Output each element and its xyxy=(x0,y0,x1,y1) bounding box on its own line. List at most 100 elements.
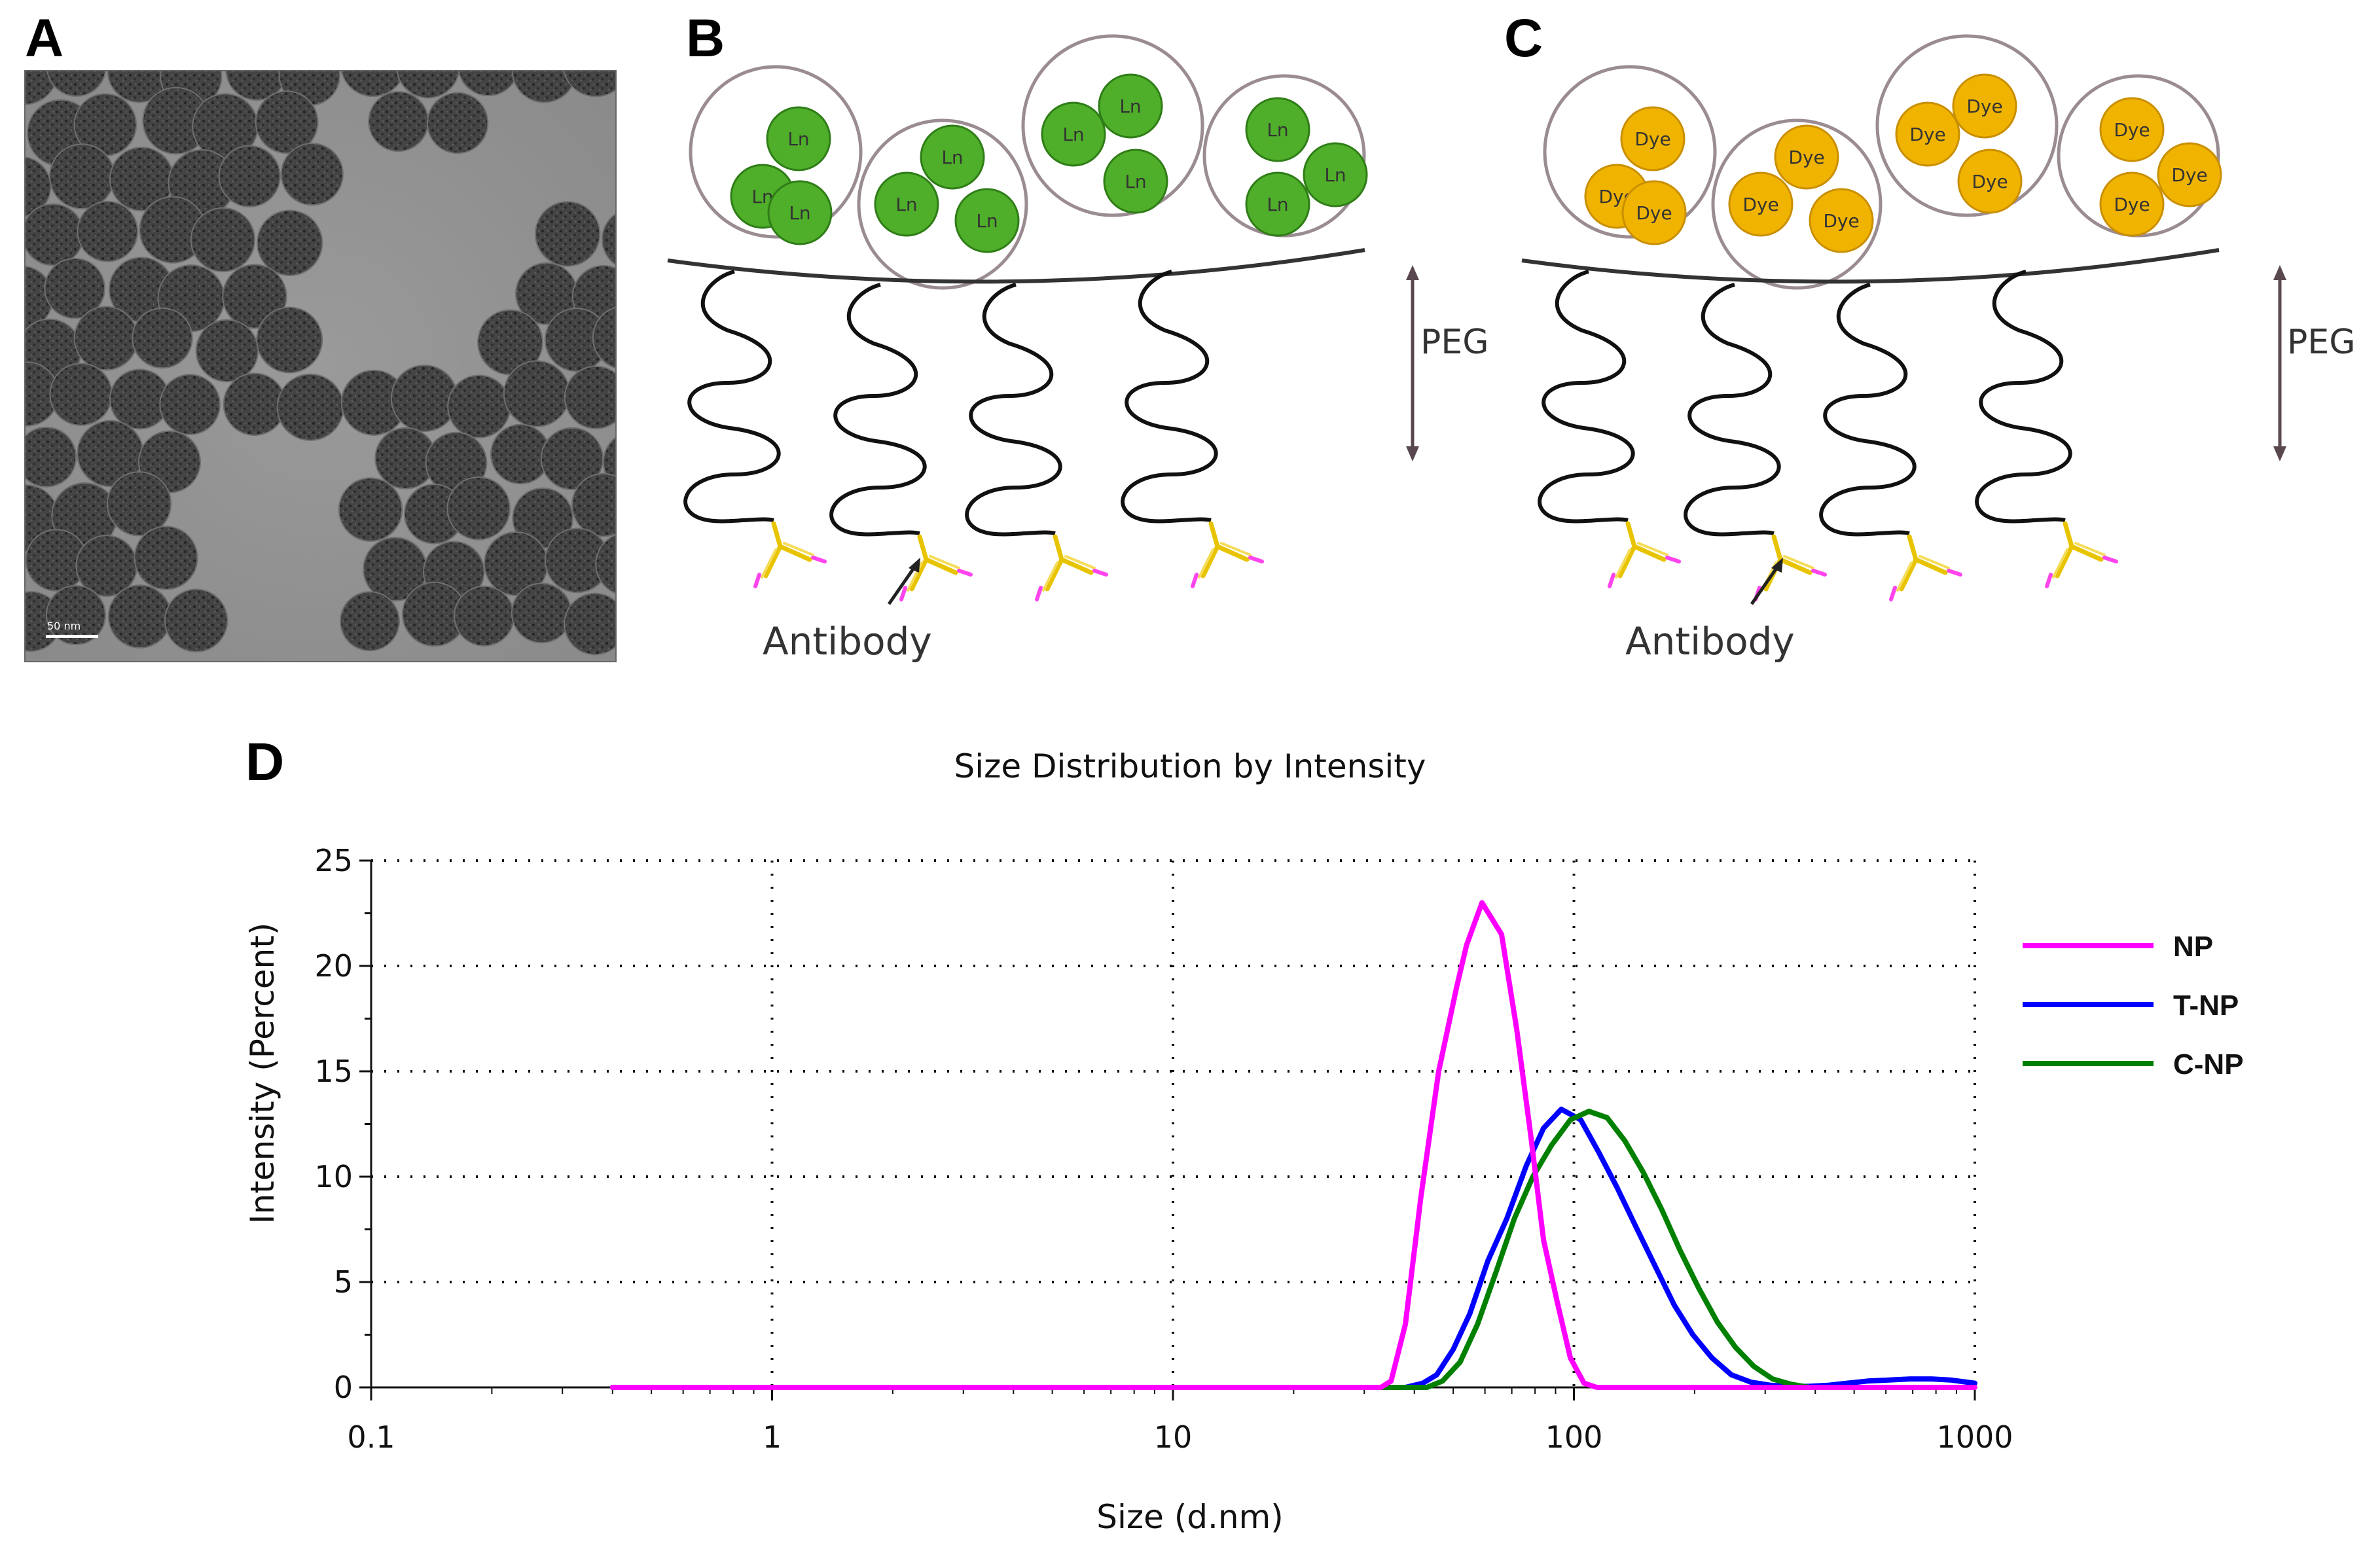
y-tick-label: 0 xyxy=(334,1370,353,1405)
tem-particle xyxy=(77,536,137,596)
tem-particle xyxy=(364,538,427,601)
peg-label: PEG xyxy=(1420,323,1489,362)
tem-particle xyxy=(109,586,171,647)
core-particle xyxy=(1621,180,1687,245)
core-particle xyxy=(1098,73,1163,139)
peg-arrowhead-down xyxy=(2273,446,2286,461)
tem-particle xyxy=(484,532,547,596)
core-particle-label: Dye xyxy=(1742,194,1778,215)
tem-particle xyxy=(478,310,542,374)
legend-label-c-np: C-NP xyxy=(2173,1048,2244,1080)
tem-particle xyxy=(110,148,173,211)
peg-chain xyxy=(1819,283,1917,537)
tem-particle xyxy=(47,586,105,644)
tem-particle xyxy=(342,370,406,435)
tem-particle xyxy=(25,363,58,425)
tem-particle xyxy=(224,374,285,435)
tem-particle xyxy=(596,535,616,593)
core-particle xyxy=(2157,142,2222,207)
panel-a: A 50 nm xyxy=(24,9,617,662)
core-particle-label: Ln xyxy=(1324,164,1346,186)
tem-particle xyxy=(193,94,257,159)
core-particle xyxy=(1774,124,1839,190)
core-particle-label: Dye xyxy=(1823,210,1859,232)
tem-particle xyxy=(219,146,279,207)
core-particle xyxy=(1895,101,1960,167)
panel-d: D Size Distribution by Intensity 0 5 10 15 2… xyxy=(243,732,2244,1536)
core-particle-label: Dye xyxy=(2114,119,2150,141)
tem-particle xyxy=(25,204,83,265)
core-particle xyxy=(1103,149,1168,214)
core-particle xyxy=(2099,97,2165,162)
core-particle-label: Dye xyxy=(1788,147,1824,168)
tem-micrograph xyxy=(25,71,616,662)
tem-particle xyxy=(191,208,255,272)
core-particle-label: Ln xyxy=(787,128,809,150)
tem-particle xyxy=(545,309,608,371)
scale-bar xyxy=(46,635,98,638)
antibody-pointer-head xyxy=(1771,558,1783,573)
series-line-np xyxy=(609,900,1977,1390)
antibody-icon xyxy=(753,521,827,588)
series-line-t-np xyxy=(609,1107,1977,1390)
core-particle-label: Dye xyxy=(2171,164,2207,186)
tem-particle xyxy=(593,308,616,368)
core-particle xyxy=(954,188,1020,253)
tem-particle xyxy=(339,478,402,541)
tem-particle xyxy=(448,376,510,437)
tem-particle xyxy=(223,265,286,328)
tem-particle xyxy=(50,145,114,209)
tem-particle xyxy=(165,590,227,651)
tem-particle xyxy=(342,71,405,96)
antibody-icon xyxy=(1191,521,1264,588)
tem-particle xyxy=(340,592,399,651)
core-particle xyxy=(920,124,985,190)
series-line-c-np xyxy=(609,1109,1977,1390)
antibody-icon xyxy=(1754,534,1827,601)
tem-particle xyxy=(256,92,317,153)
tem-particle xyxy=(545,529,609,592)
antibody-icon xyxy=(1035,534,1108,601)
core-particle-label: Ln xyxy=(789,202,810,224)
tem-particle xyxy=(602,214,616,264)
peg-chain xyxy=(1538,270,1635,524)
tem-particle xyxy=(391,366,457,431)
peg-arrowhead-up xyxy=(1406,265,1419,280)
tem-particle xyxy=(448,478,510,539)
tem-particle xyxy=(140,197,206,262)
core-particle xyxy=(1809,188,1874,253)
core-particle-label: Dye xyxy=(1966,96,2002,117)
tem-particle xyxy=(75,307,137,370)
tem-particle xyxy=(504,361,569,426)
core-particle-label: Dye xyxy=(2114,194,2150,215)
peg-chain xyxy=(1121,270,1218,524)
core-particle-label: Dye xyxy=(1972,171,2008,192)
tem-particle xyxy=(107,472,171,535)
core-particle-label: Ln xyxy=(941,147,963,168)
tem-particle xyxy=(376,428,436,488)
tem-particle xyxy=(516,263,577,324)
x-axis-label: Size (d.nm) xyxy=(1096,1498,1284,1536)
core-particle-label: Ln xyxy=(1125,171,1146,192)
y-tick-label: 5 xyxy=(334,1264,353,1300)
tem-particle xyxy=(491,425,550,484)
membrane-surface xyxy=(667,248,1365,284)
antibody-icon xyxy=(1889,534,1962,601)
core-particle-label: Ln xyxy=(895,194,917,215)
scale-bar-label: 50 nm xyxy=(47,620,81,632)
membrane-surface xyxy=(1521,248,2220,284)
core-particle xyxy=(1303,142,1368,207)
y-tick-label: 25 xyxy=(314,843,353,878)
panel-b-letter: B xyxy=(686,9,725,68)
tem-particle xyxy=(369,92,428,151)
tem-particle xyxy=(196,320,258,382)
tem-particle xyxy=(108,71,170,102)
tem-particle xyxy=(160,375,220,434)
peg-arrowhead-up xyxy=(2273,265,2286,280)
tem-particle xyxy=(278,374,343,440)
core-particle-label: Dye xyxy=(1634,128,1670,150)
